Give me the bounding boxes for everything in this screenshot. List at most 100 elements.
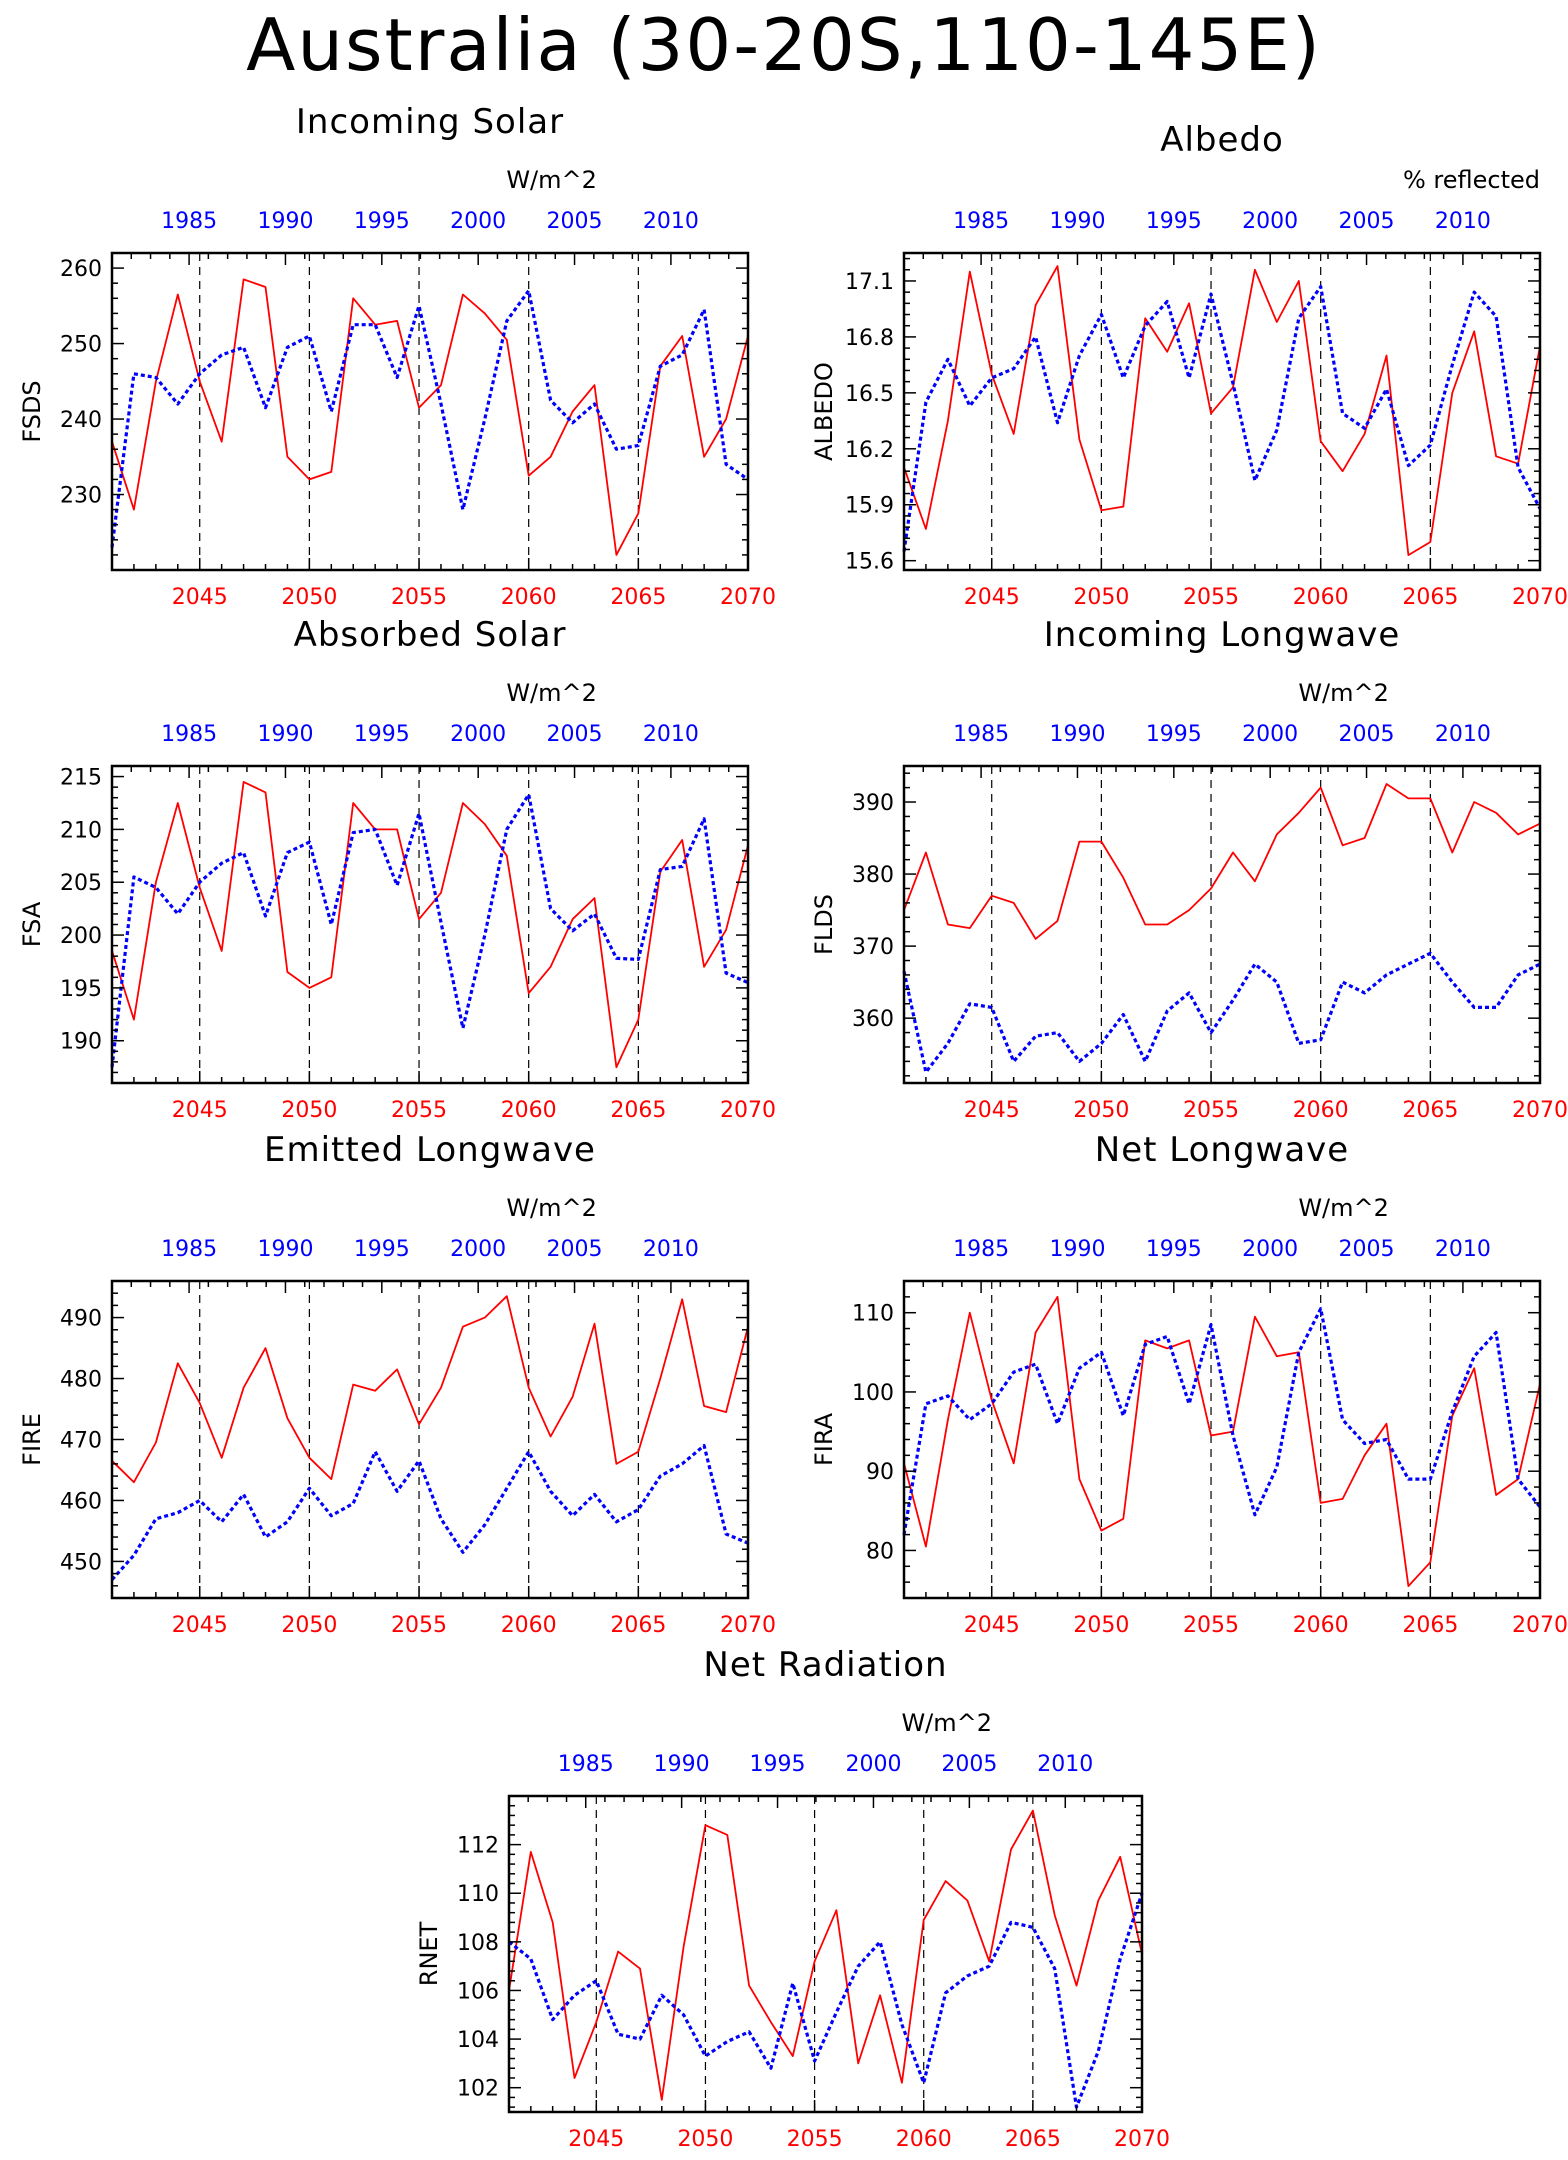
series-line-blue [902,1307,1542,1535]
x-tick-label: 2045 [172,1098,228,1123]
series-line-blue [110,1443,749,1581]
x-tick-label: 2060 [1293,1613,1349,1638]
x-tick-label: 2060 [501,1613,557,1638]
x-tick-label: 2065 [1005,2127,1061,2152]
y-axis-label: FSDS [18,380,46,442]
panel-fire: Emitted Longwave W/m^2 FIRE 2045 2050 2055 206… [18,1130,776,1638]
top-tick-label: 1995 [1146,1237,1202,1262]
y-tick-label: 17.1 [845,270,894,295]
top-tick-label: 1985 [953,1237,1009,1262]
y-tick-label: 470 [60,1429,102,1454]
top-tick-label: 2010 [1435,1237,1491,1262]
y-tick-label: 370 [852,935,894,960]
y-tick-label: 106 [457,1979,499,2004]
x-tick-label: 2065 [1402,1098,1458,1123]
y-tick-label: 250 [60,333,102,358]
y-tick-label: 112 [457,1834,499,1859]
y-tick-label: 205 [60,871,102,896]
panel-fira: Net Longwave W/m^2 FIRA 2045 2050 2055 2060 206… [810,1130,1568,1638]
top-tick-label: 1995 [1146,722,1202,747]
x-tick-label: 2060 [1293,1098,1349,1123]
x-tick-label: 2055 [391,1098,447,1123]
top-tick-label: 2010 [643,1237,699,1262]
x-tick-label: 2070 [1114,2127,1170,2152]
y-tick-label: 108 [457,1931,499,1956]
y-axis-label: FSA [18,901,46,947]
x-tick-label: 2050 [281,1098,337,1123]
y-axis-label: FIRA [810,1412,838,1466]
y-tick-label: 460 [60,1489,102,1514]
units-label: W/m^2 [506,679,597,707]
top-tick-label: 2000 [450,722,506,747]
panel-title: Net Longwave [1095,1130,1349,1170]
y-tick-label: 80 [866,1539,894,1564]
units-label: W/m^2 [1298,1194,1389,1222]
x-tick-label: 2070 [1512,585,1568,610]
panel-flds: Incoming Longwave W/m^2 FLDS 2045 2050 2055 20… [810,615,1568,1123]
y-tick-label: 380 [852,863,894,888]
top-tick-label: 1995 [354,1237,410,1262]
top-tick-label: 2010 [1435,722,1491,747]
top-tick-label: 2005 [547,209,603,234]
series-line-blue [902,951,1541,1074]
y-axis-label: FIRE [18,1413,46,1466]
series-line-red [903,783,1541,940]
y-tick-label: 190 [60,1030,102,1055]
y-tick-label: 230 [60,484,102,509]
series-line-blue [110,792,749,1068]
x-tick-label: 2045 [964,585,1020,610]
x-tick-label: 2055 [391,585,447,610]
x-tick-label: 2050 [281,585,337,610]
y-tick-label: 240 [60,408,102,433]
y-tick-label: 15.9 [845,494,894,519]
figure-title: Australia (30-20S,110-145E) [246,3,1322,87]
top-tick-label: 2005 [1339,209,1395,234]
x-tick-label: 2060 [1293,585,1349,610]
top-tick-label: 1995 [750,1752,806,1777]
series-line-blue [902,285,1542,552]
x-tick-label: 2070 [720,1098,776,1123]
x-tick-label: 2050 [1073,1613,1129,1638]
top-tick-label: 1995 [354,722,410,747]
top-tick-label: 2000 [1242,1237,1298,1262]
series-line-red [111,781,749,1069]
y-tick-label: 200 [60,924,102,949]
top-tick-label: 1990 [1049,209,1105,234]
x-tick-label: 2065 [610,1098,666,1123]
plot-frame [507,1794,1144,2114]
series-line-red [903,265,1541,556]
x-tick-label: 2070 [1512,1098,1568,1123]
plot-frame [110,251,750,572]
x-tick-label: 2055 [1183,585,1239,610]
y-tick-label: 490 [60,1307,102,1332]
top-tick-label: 1985 [161,1237,217,1262]
x-tick-label: 2070 [720,585,776,610]
y-tick-label: 195 [60,977,102,1002]
x-tick-label: 2050 [281,1613,337,1638]
y-tick-label: 260 [60,257,102,282]
y-axis-label: FLDS [810,894,838,955]
units-label: W/m^2 [506,166,597,194]
plot-frame [902,251,1542,572]
top-tick-label: 1985 [953,209,1009,234]
plot-frame [110,1279,750,1600]
x-tick-label: 2060 [896,2127,952,2152]
top-tick-label: 2005 [1339,1237,1395,1262]
units-label: % reflected [1403,166,1540,194]
top-tick-label: 1985 [953,722,1009,747]
x-tick-label: 2050 [1073,585,1129,610]
panel-fsa: Absorbed Solar W/m^2 FSA 2045 2050 2055 2060 20… [18,615,776,1123]
top-tick-label: 1990 [257,209,313,234]
units-label: W/m^2 [901,1709,992,1737]
x-tick-label: 2050 [677,2127,733,2152]
y-tick-label: 16.2 [845,438,894,463]
top-tick-label: 1990 [1049,1237,1105,1262]
y-tick-label: 450 [60,1550,102,1575]
y-tick-label: 210 [60,818,102,843]
top-tick-label: 2000 [450,209,506,234]
x-tick-label: 2065 [1402,1613,1458,1638]
top-tick-label: 1995 [1146,209,1202,234]
x-tick-label: 2070 [720,1613,776,1638]
top-tick-label: 2010 [1435,209,1491,234]
x-tick-label: 2065 [610,1613,666,1638]
